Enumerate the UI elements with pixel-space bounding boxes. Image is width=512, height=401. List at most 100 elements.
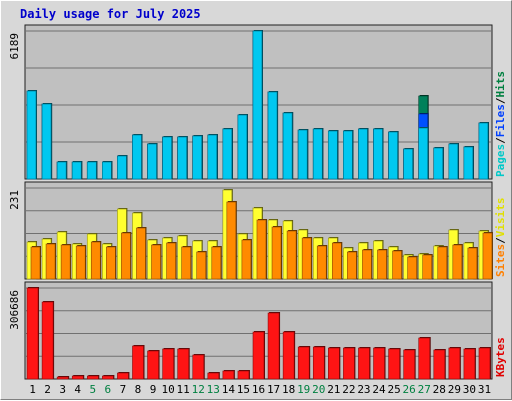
bar-sites-day-7 <box>121 232 131 280</box>
x-tick-label-day-23: 23 <box>357 383 370 396</box>
bar-kbytes-day-19 <box>297 346 310 380</box>
panel-visits-sites-legend: Sites/Visits <box>494 198 507 278</box>
x-tick-label-day-25: 25 <box>387 383 400 396</box>
bar-pages-day-20 <box>312 128 323 180</box>
bar-sites-day-31 <box>482 232 493 280</box>
bar-pages-day-21 <box>327 130 338 180</box>
bar-pages-day-17 <box>267 91 278 180</box>
bar-pages-day-16 <box>252 30 263 180</box>
bar-sites-day-10 <box>166 242 176 280</box>
bar-sites-day-23 <box>362 249 372 280</box>
bar-pages-day-22 <box>343 130 353 180</box>
bar-kbytes-day-1 <box>26 287 39 380</box>
bar-sites-day-24 <box>377 249 387 280</box>
bar-kbytes-day-28 <box>433 349 446 380</box>
bar-pages-day-6 <box>102 161 112 180</box>
bar-kbytes-day-3 <box>56 376 69 380</box>
bar-sites-day-5 <box>90 241 101 280</box>
bar-kbytes-day-6 <box>102 375 114 380</box>
bar-kbytes-day-29 <box>448 347 461 380</box>
x-tick-label-day-10: 10 <box>161 383 174 396</box>
bar-kbytes-day-30 <box>463 348 476 380</box>
bar-pages-day-7 <box>117 155 127 180</box>
bar-sites-day-13 <box>211 246 222 280</box>
x-tick-label-day-21: 21 <box>327 383 340 396</box>
bar-sites-day-26 <box>407 256 417 280</box>
x-tick-label-day-28: 28 <box>433 383 446 396</box>
bar-sites-day-19 <box>301 237 312 280</box>
bar-kbytes-day-24 <box>373 347 385 380</box>
x-tick-label-day-1: 1 <box>29 383 36 396</box>
bar-pages-day-2 <box>41 103 52 180</box>
bar-kbytes-day-23 <box>358 347 370 380</box>
bar-kbytes-day-2 <box>41 301 54 380</box>
bar-sites-day-21 <box>331 242 342 280</box>
x-tick-label-day-26: 26 <box>403 383 416 396</box>
legend-entry: KBytes <box>494 337 507 377</box>
bar-sites-day-18 <box>286 230 297 280</box>
x-tick-label-day-29: 29 <box>448 383 461 396</box>
bar-pages-day-13 <box>207 134 218 180</box>
bar-kbytes-day-14 <box>222 370 235 380</box>
bar-sites-day-12 <box>196 251 207 280</box>
legend-entry: Visits <box>494 198 507 238</box>
x-tick-label-day-22: 22 <box>342 383 355 396</box>
bar-sites-day-1 <box>30 246 41 280</box>
bar-sites-day-11 <box>181 246 191 280</box>
bar-sites-day-30 <box>467 247 478 280</box>
bar-sites-day-9 <box>151 244 161 280</box>
bar-pages-day-5 <box>86 161 97 180</box>
legend-entry: Hits <box>494 71 507 98</box>
legend-entry: Sites <box>494 244 507 277</box>
bar-pages-day-25 <box>388 131 398 180</box>
bar-pages-day-10 <box>162 136 172 180</box>
x-tick-label-day-12: 12 <box>192 383 205 396</box>
x-tick-label-day-30: 30 <box>463 383 476 396</box>
bar-sites-day-27 <box>422 254 432 280</box>
x-tick-label-day-6: 6 <box>105 383 112 396</box>
bar-kbytes-day-13 <box>207 372 220 380</box>
bar-pages-day-8 <box>132 134 142 180</box>
bar-kbytes-day-18 <box>282 331 295 380</box>
bar-sites-day-14 <box>226 201 237 280</box>
bar-pages-day-29 <box>448 143 459 180</box>
x-tick-label-day-20: 20 <box>312 383 325 396</box>
bar-pages-day-11 <box>177 136 187 180</box>
bar-sites-day-16 <box>256 219 267 280</box>
bar-kbytes-day-17 <box>267 312 280 380</box>
x-tick-label-day-4: 4 <box>74 383 81 396</box>
bar-kbytes-day-5 <box>86 375 99 380</box>
bar-pages-day-12 <box>192 135 203 180</box>
panel-visits-sites-ymax-label: 231 <box>8 190 21 210</box>
bar-pages-day-24 <box>373 128 383 180</box>
bar-pages-day-31 <box>478 122 489 180</box>
bar-pages-day-3 <box>56 161 67 180</box>
chart-title: Daily usage for July 2025 <box>20 7 201 21</box>
bar-sites-day-29 <box>452 244 463 280</box>
bar-sites-day-28 <box>437 246 448 280</box>
bar-pages-day-23 <box>358 128 368 180</box>
x-tick-label-day-8: 8 <box>135 383 142 396</box>
bar-kbytes-day-21 <box>328 347 340 380</box>
x-tick-label-day-31: 31 <box>478 383 491 396</box>
bar-kbytes-day-31 <box>478 347 491 380</box>
bar-kbytes-day-25 <box>388 348 400 380</box>
bar-kbytes-day-15 <box>237 370 250 380</box>
bar-sites-day-20 <box>316 245 327 280</box>
bar-pages-day-27 <box>418 127 428 180</box>
x-tick-label-day-13: 13 <box>207 383 220 396</box>
bar-kbytes-day-8 <box>132 345 144 380</box>
bar-pages-day-4 <box>71 161 82 180</box>
x-tick-label-day-18: 18 <box>282 383 295 396</box>
panel-kbytes-legend: KBytes <box>494 337 507 377</box>
x-tick-label-day-11: 11 <box>177 383 190 396</box>
x-tick-label-day-15: 15 <box>237 383 250 396</box>
panel-kbytes-ymax-label: 306686 <box>8 290 21 330</box>
bar-pages-day-9 <box>147 143 157 180</box>
x-tick-label-day-2: 2 <box>44 383 51 396</box>
bar-kbytes-day-7 <box>117 372 129 380</box>
bar-pages-day-28 <box>433 147 444 180</box>
bar-sites-day-25 <box>392 250 402 280</box>
